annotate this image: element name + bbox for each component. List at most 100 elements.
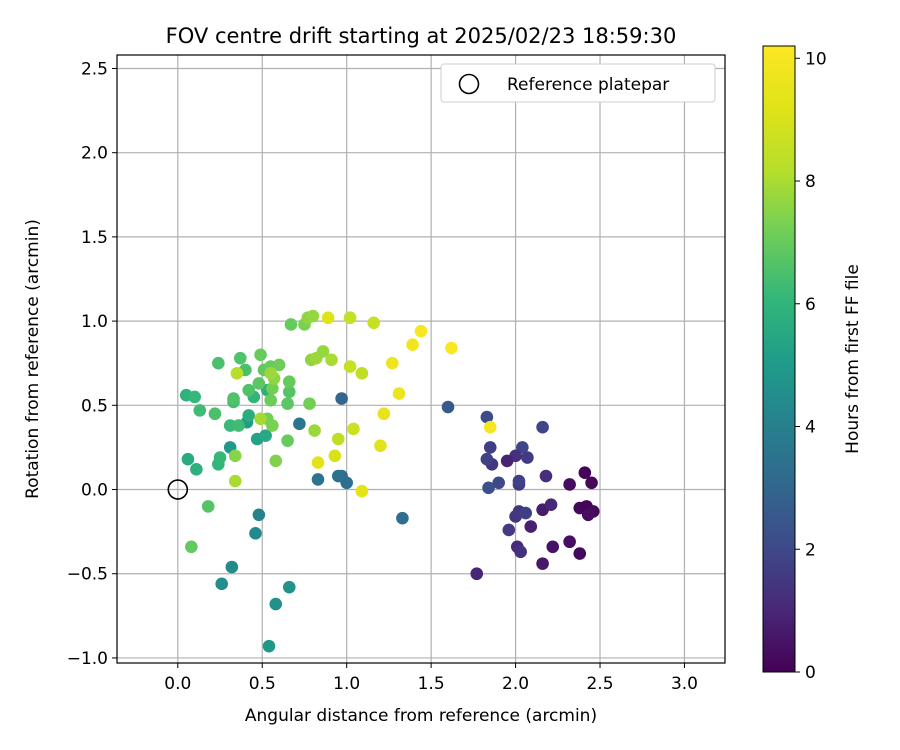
data-point	[227, 392, 240, 405]
colorbar-tick-label: 8	[805, 172, 816, 192]
data-point	[262, 639, 276, 653]
legend: Reference platepar	[440, 63, 716, 103]
data-point	[563, 535, 576, 549]
data-point	[514, 545, 527, 559]
legend-marker	[458, 73, 480, 95]
colorbar-tick-label: 10	[805, 49, 827, 69]
data-point	[343, 311, 357, 325]
x-tick-label: 2.0	[502, 674, 529, 694]
data-point	[228, 449, 242, 463]
data-point	[325, 353, 338, 367]
data-point	[563, 478, 576, 491]
data-point	[445, 341, 458, 355]
data-point	[188, 390, 201, 404]
data-point	[385, 356, 399, 370]
data-point	[482, 481, 495, 495]
data-point	[232, 419, 245, 432]
data-point	[213, 451, 227, 464]
data-point	[544, 498, 558, 511]
x-tick-label: 3.0	[671, 674, 698, 694]
data-point	[228, 474, 242, 488]
x-tick-label: 2.5	[586, 674, 613, 694]
data-point	[281, 434, 294, 447]
data-point	[272, 358, 286, 372]
data-point	[316, 345, 330, 358]
data-point	[311, 473, 325, 486]
data-point	[512, 474, 526, 488]
data-point	[343, 360, 357, 373]
data-point	[414, 324, 428, 338]
x-axis-label: Angular distance from reference (arcmin)	[245, 706, 597, 726]
data-point	[502, 523, 516, 537]
data-point	[519, 506, 533, 520]
x-tick-label: 0.5	[249, 674, 276, 694]
colorbar-tick-label: 0	[805, 663, 816, 683]
data-point	[377, 407, 391, 421]
data-point	[208, 407, 222, 421]
data-point	[181, 452, 195, 466]
data-point	[282, 385, 296, 399]
data-point	[367, 316, 381, 330]
data-point	[306, 309, 320, 323]
data-point	[230, 367, 244, 380]
colorbar	[762, 45, 796, 673]
data-point	[335, 392, 348, 405]
data-point	[500, 454, 514, 468]
data-point	[259, 429, 272, 442]
data-point	[215, 577, 229, 591]
y-axis-ticks: −1.0 −0.5 0.0 0.5 1.0 1.5 2.0 2.5	[67, 59, 117, 669]
data-point	[578, 466, 592, 479]
data-point	[242, 409, 256, 422]
y-tick-label: 2.0	[81, 144, 108, 164]
data-point	[252, 508, 266, 522]
colorbar-label: Hours from first FF file	[843, 264, 863, 454]
data-point	[201, 500, 215, 513]
data-point	[233, 351, 247, 365]
chart-title: FOV centre drift starting at 2025/02/23 …	[166, 24, 677, 48]
data-point	[355, 367, 369, 380]
data-point	[480, 452, 494, 466]
colorbar-ticks: 0 2 4 6 8 10	[795, 49, 827, 683]
data-point	[266, 419, 279, 432]
data-point	[470, 567, 484, 581]
data-point	[264, 367, 277, 380]
data-point	[392, 387, 406, 400]
legend-entry-reference-platepar: Reference platepar	[507, 75, 669, 95]
data-point	[585, 476, 598, 490]
x-tick-label: 0.0	[164, 674, 191, 694]
data-point	[303, 397, 316, 410]
data-point	[284, 318, 298, 331]
data-point	[190, 463, 203, 476]
plot-frame	[116, 54, 726, 664]
reference-platepar-marker	[167, 479, 189, 500]
data-point	[347, 422, 360, 436]
y-tick-label: 0.0	[81, 481, 108, 501]
data-point	[308, 424, 321, 437]
data-point	[193, 404, 207, 417]
data-point	[573, 547, 587, 560]
data-point	[328, 449, 342, 463]
data-point	[281, 397, 294, 410]
y-tick-label: −1.0	[67, 649, 108, 669]
data-point	[546, 540, 560, 554]
data-point	[480, 410, 494, 424]
scatter-points	[179, 309, 600, 653]
data-point	[331, 469, 345, 483]
data-point	[266, 382, 279, 395]
data-point	[311, 456, 325, 469]
data-point	[321, 311, 335, 325]
data-point	[581, 508, 595, 522]
y-tick-label: 1.5	[81, 228, 108, 248]
data-point	[492, 476, 505, 490]
data-point	[374, 439, 387, 453]
data-point	[406, 338, 419, 351]
x-tick-label: 1.5	[418, 674, 445, 694]
data-point	[252, 377, 266, 390]
data-point	[539, 469, 553, 483]
data-point	[212, 356, 225, 370]
data-point	[483, 441, 497, 454]
legend-box	[440, 63, 716, 103]
y-axis-label: Rotation from reference (arcmin)	[23, 219, 43, 499]
x-tick-label: 1.0	[333, 674, 360, 694]
